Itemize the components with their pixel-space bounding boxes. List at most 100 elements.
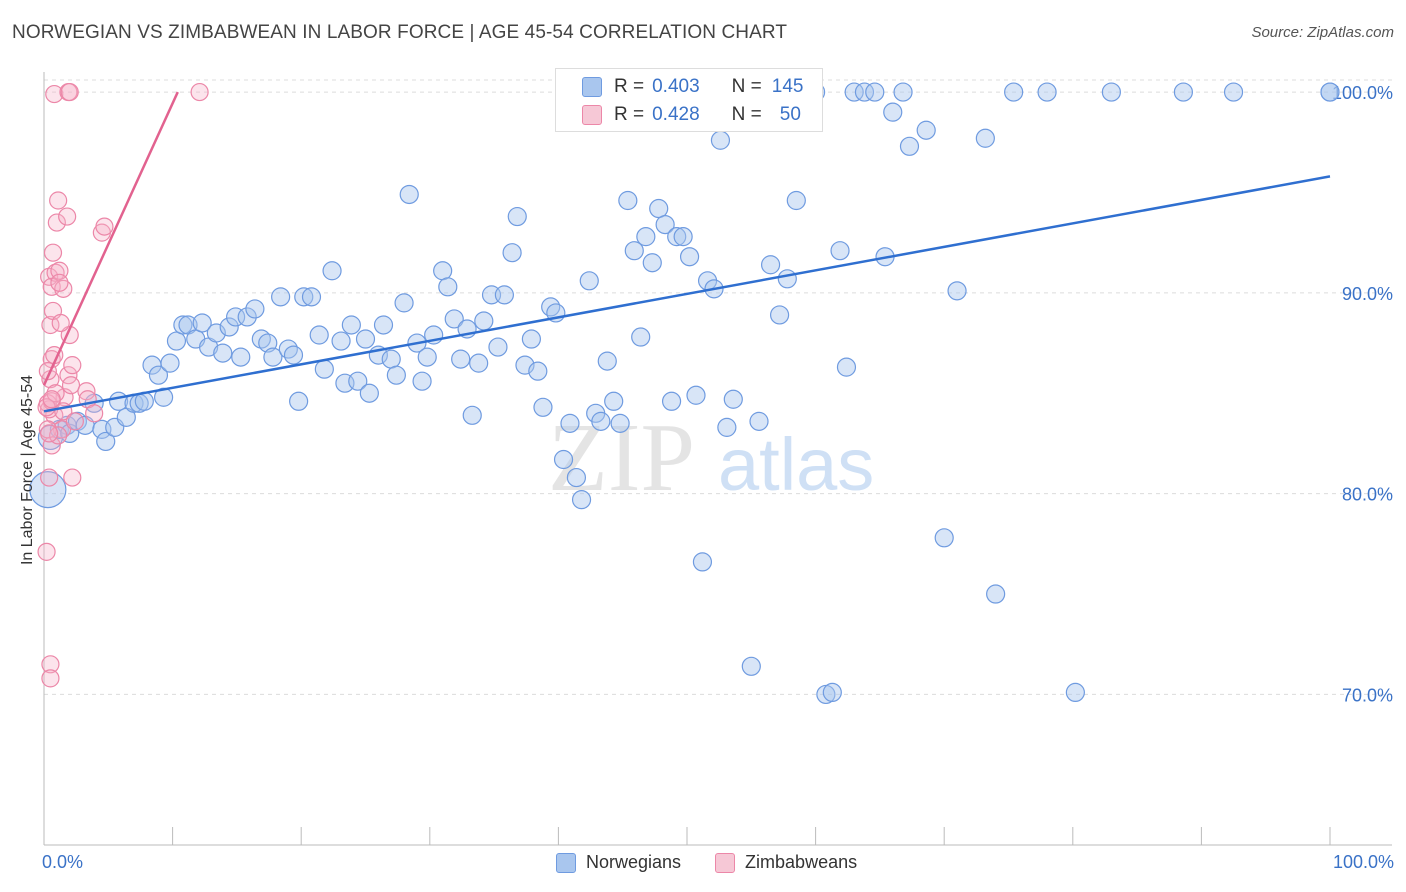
norwegian-point <box>975 128 995 148</box>
norwegian-point <box>348 371 368 391</box>
legend-item-norwegians[interactable]: Norwegians <box>556 852 681 873</box>
norwegian-point <box>1065 682 1085 703</box>
norwegian-point <box>381 349 401 369</box>
norwegian-point <box>636 227 656 247</box>
norwegian-point <box>1223 82 1244 102</box>
zimbabwean-point <box>95 217 114 236</box>
norwegian-point <box>488 337 508 357</box>
norwegian-point <box>314 359 334 379</box>
zimbabweans-trend-line <box>42 91 179 386</box>
norwegian-point <box>474 311 494 331</box>
norwegian-point <box>1173 82 1193 102</box>
norwegian-point <box>438 277 458 297</box>
norwegian-point <box>355 329 376 349</box>
norwegian-point <box>597 351 617 371</box>
n-value: 50 <box>779 104 801 125</box>
norwegian-point <box>560 413 580 433</box>
norwegian-point <box>1004 82 1024 102</box>
r-label: R = <box>614 104 645 125</box>
norwegian-point <box>610 413 630 433</box>
y-tick-label: 70.0% <box>1342 685 1393 705</box>
series-norwegians <box>29 82 1340 705</box>
zimbabwean-point <box>47 213 66 232</box>
norwegian-point <box>692 552 713 572</box>
norwegian-point <box>521 329 541 349</box>
norwegian-point <box>192 313 212 333</box>
r-label: R = <box>614 76 645 97</box>
zimbabwean-point <box>37 542 56 561</box>
y-tick-labels: 70.0% 80.0% 90.0% 100.0% <box>1332 83 1393 705</box>
norwegian-point <box>655 214 675 235</box>
norwegians-legend-swatch <box>556 852 576 873</box>
norwegian-point <box>226 307 246 327</box>
zimbabwean-point <box>40 424 59 443</box>
zimbabwean-point <box>65 412 84 431</box>
norwegian-point <box>777 269 797 289</box>
norwegian-point <box>173 315 193 335</box>
norwegian-point <box>822 682 842 703</box>
norwegian-point <box>786 190 806 211</box>
norwegian-point <box>462 405 482 425</box>
norwegian-point <box>213 343 233 363</box>
norwegian-point <box>947 281 967 301</box>
norwegian-point <box>331 331 351 351</box>
norwegian-point <box>1037 82 1057 102</box>
norwegian-point <box>673 227 693 247</box>
zimbabweans-legend-swatch <box>715 852 736 873</box>
norwegian-point <box>507 206 527 227</box>
bottom-legend: Norwegians Zimbabweans <box>556 852 891 873</box>
norwegian-point <box>591 411 611 431</box>
zimbabwean-point <box>40 468 59 487</box>
norwegian-point <box>469 353 489 373</box>
norwegian-point <box>1101 82 1121 102</box>
norwegian-point <box>373 315 394 335</box>
legend-label-zimbabweans: Zimbabweans <box>745 852 858 872</box>
norwegian-point <box>231 347 251 367</box>
watermark: ZIP atlas <box>548 404 874 512</box>
norwegian-point <box>444 309 464 329</box>
zimbabwean-point <box>190 82 209 102</box>
norwegian-point <box>749 411 769 431</box>
zimbabwean-point <box>45 84 64 104</box>
y-tick-label: 100.0% <box>1332 83 1393 103</box>
norwegian-point <box>451 349 471 369</box>
norwegian-point <box>341 315 361 335</box>
gridlines <box>44 79 1392 695</box>
norwegian-point <box>642 253 662 273</box>
legend-label-norwegians: Norwegians <box>586 852 682 872</box>
norwegian-point <box>883 102 903 122</box>
norwegian-point <box>741 656 761 676</box>
norwegian-point <box>417 347 437 367</box>
zimbabweans-swatch <box>582 105 602 125</box>
norwegian-point <box>271 287 291 307</box>
norwegian-point <box>618 190 638 211</box>
r-value: 0.428 <box>652 104 700 125</box>
norwegian-point <box>679 247 700 267</box>
source-label: Source: ZipAtlas.com <box>1251 24 1394 41</box>
norwegian-point <box>283 345 304 365</box>
norwegian-point <box>649 198 669 219</box>
norwegian-point <box>710 130 731 150</box>
norwegian-point <box>661 391 682 411</box>
r-value: 0.403 <box>652 76 700 97</box>
norwegian-point <box>624 241 644 261</box>
norwegian-point <box>433 261 453 281</box>
legend-item-zimbabweans[interactable]: Zimbabweans <box>715 852 857 873</box>
zimbabwean-point <box>41 655 60 674</box>
norwegian-point <box>893 82 913 102</box>
zimbabwean-point <box>63 468 82 487</box>
norwegian-point <box>836 357 857 377</box>
norwegian-point <box>237 307 257 327</box>
norwegian-point <box>854 82 875 102</box>
norwegian-point <box>166 331 187 351</box>
norwegian-point <box>566 467 587 488</box>
zimbabwean-point <box>60 82 79 102</box>
norwegian-point <box>394 293 414 313</box>
zimbabwean-point <box>42 390 61 409</box>
zimbabwean-point <box>50 273 69 292</box>
chart-title: NORWEGIAN VS ZIMBABWEAN IN LABOR FORCE |… <box>12 22 788 43</box>
norwegian-point <box>386 365 406 385</box>
n-value: 145 <box>771 76 804 97</box>
watermark-atlas: atlas <box>718 423 874 506</box>
